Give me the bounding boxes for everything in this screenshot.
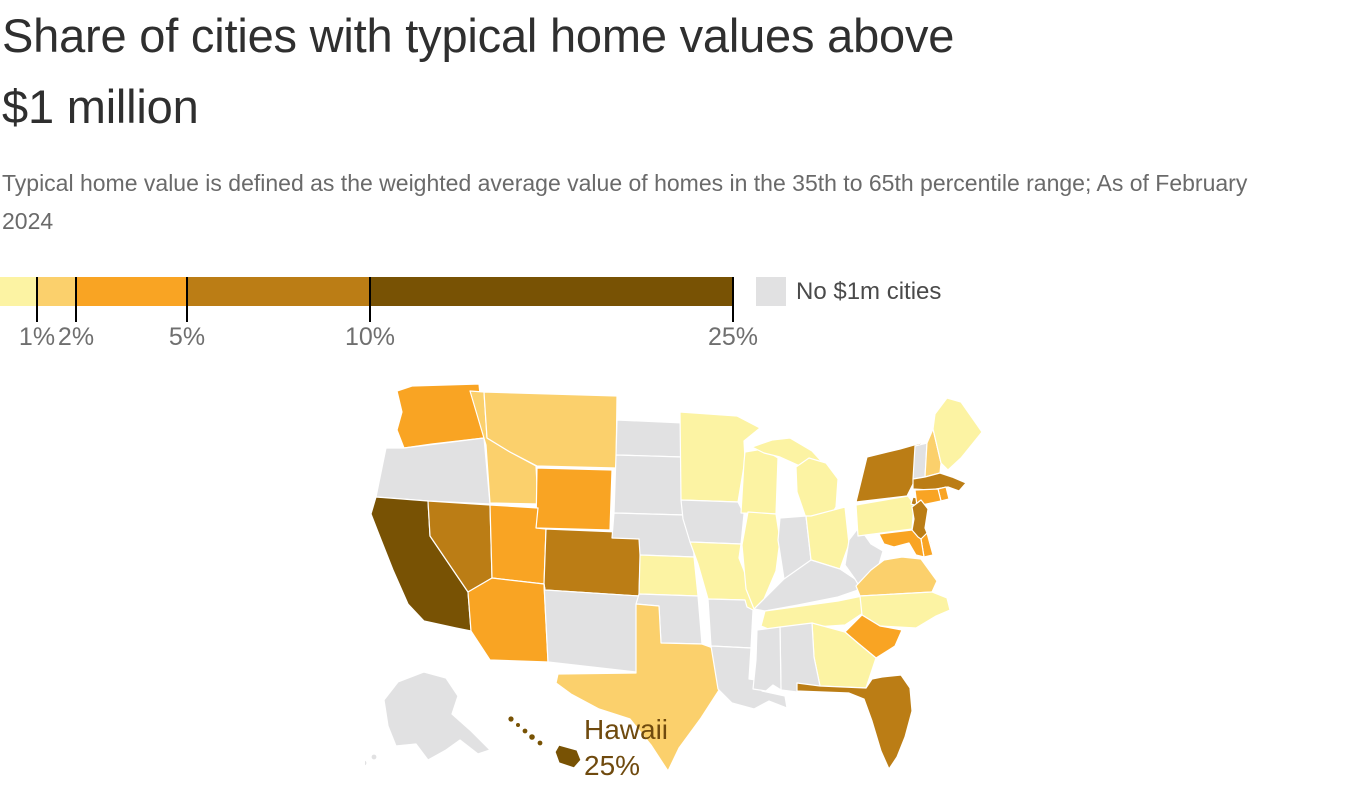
legend-tick-label: 2% xyxy=(57,323,95,351)
state-north-dakota[interactable] xyxy=(615,419,685,458)
page-title-line1: Share of cities with typical home values… xyxy=(2,9,955,62)
state-oregon[interactable] xyxy=(375,437,491,505)
legend-bar xyxy=(0,277,733,306)
page-title-line2: $1 million xyxy=(2,80,199,133)
state-alaska-aleutian-island[interactable] xyxy=(370,753,378,761)
legend-segment xyxy=(370,277,733,306)
state-alaska[interactable] xyxy=(383,671,491,761)
legend-segment xyxy=(76,277,187,306)
legend-tick xyxy=(186,277,188,322)
state-tennessee[interactable] xyxy=(760,594,868,631)
state-wisconsin[interactable] xyxy=(740,448,779,515)
legend-tick-label: 10% xyxy=(344,323,396,351)
legend-tick-label: 1% xyxy=(18,323,56,351)
state-arizona[interactable] xyxy=(467,577,549,663)
page-title: Share of cities with typical home values… xyxy=(2,0,954,142)
state-maine[interactable] xyxy=(932,397,983,471)
legend-segment xyxy=(0,277,37,306)
state-new-mexico[interactable] xyxy=(543,583,640,673)
hawaii-annotation-state: Hawaii xyxy=(584,714,669,745)
state-utah[interactable] xyxy=(489,504,547,585)
state-ohio[interactable] xyxy=(805,506,850,570)
state-hawaii-island[interactable] xyxy=(527,732,536,741)
state-iowa[interactable] xyxy=(680,499,745,545)
state-shapes xyxy=(365,383,983,772)
state-maryland[interactable] xyxy=(878,529,925,558)
no-data-label: No $1m cities xyxy=(796,278,942,305)
legend-segment xyxy=(187,277,370,306)
legend-tick-label: 25% xyxy=(707,323,759,351)
state-hawaii-island[interactable] xyxy=(536,739,544,747)
hawaii-annotation: Hawaii 25% xyxy=(584,712,668,784)
state-hawaii-island[interactable] xyxy=(507,715,515,723)
state-kansas[interactable] xyxy=(638,554,699,597)
no-data-swatch xyxy=(756,277,786,306)
hawaii-annotation-value: 25% xyxy=(584,750,641,781)
state-montana[interactable] xyxy=(483,391,618,469)
state-hawaii-island[interactable] xyxy=(521,727,529,735)
legend-tick xyxy=(75,277,77,322)
chart-subtitle: Typical home value is defined as the wei… xyxy=(2,170,1248,234)
legend-tick xyxy=(36,277,38,322)
legend-tick-label: 5% xyxy=(168,323,206,351)
legend-segment xyxy=(37,277,76,306)
state-alaska-aleutian-island[interactable] xyxy=(365,759,368,767)
state-wyoming[interactable] xyxy=(535,467,613,531)
state-hawaii-island[interactable] xyxy=(514,721,522,729)
legend-tick xyxy=(732,277,734,322)
color-scale-legend: 1% 2% 5% 10% 25% No $1m cities xyxy=(0,277,1366,362)
state-south-dakota[interactable] xyxy=(613,454,685,516)
state-michigan-lower[interactable] xyxy=(795,457,839,521)
state-hawaii-big-island[interactable] xyxy=(554,744,582,769)
state-louisiana[interactable] xyxy=(710,645,788,710)
state-mississippi[interactable] xyxy=(752,626,782,692)
state-florida[interactable] xyxy=(796,674,913,770)
state-arkansas[interactable] xyxy=(707,598,754,649)
state-pennsylvania[interactable] xyxy=(855,495,915,537)
us-choropleth-map xyxy=(365,383,983,772)
legend-tick xyxy=(369,277,371,322)
state-new-hampshire[interactable] xyxy=(924,428,942,478)
